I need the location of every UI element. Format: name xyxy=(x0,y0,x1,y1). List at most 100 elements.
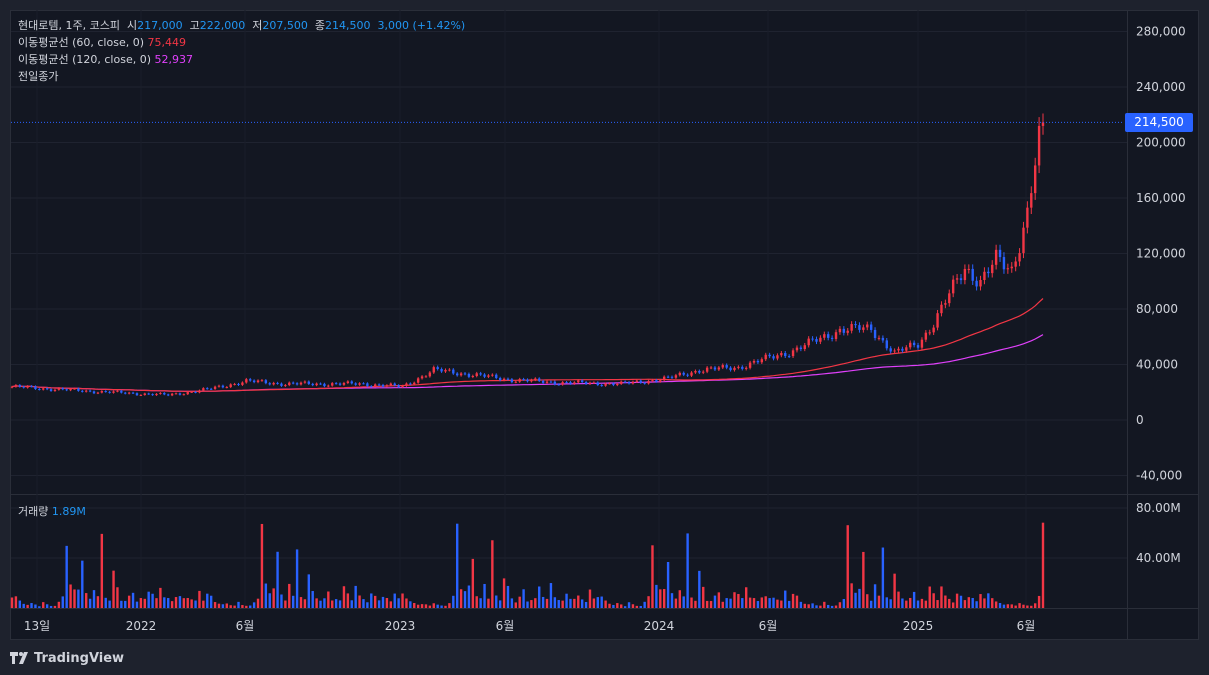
volume-bar xyxy=(385,598,389,608)
volume-bar xyxy=(131,592,135,608)
time-axis-label: 2023 xyxy=(385,619,416,633)
candle-body xyxy=(1026,207,1029,228)
volume-bar xyxy=(584,601,588,608)
candle-body xyxy=(405,383,408,386)
volume-bar xyxy=(799,601,803,608)
volume-bar xyxy=(69,584,72,608)
volume-bar xyxy=(514,602,517,608)
candle-body xyxy=(350,381,353,384)
volume-bar xyxy=(467,585,471,608)
volume-bar xyxy=(631,604,635,608)
volume-bar xyxy=(491,540,494,608)
candle-body xyxy=(752,360,756,363)
candle-body xyxy=(729,367,732,371)
volume-bar xyxy=(249,605,252,608)
volume-bar xyxy=(807,604,810,608)
volume-bar xyxy=(1002,604,1006,608)
legend-volume-label: 거래량 xyxy=(18,505,49,518)
candle-body xyxy=(139,394,143,396)
volume-bar xyxy=(319,600,322,608)
tradingview-logo[interactable]: TradingView xyxy=(10,648,124,668)
volume-bar xyxy=(760,597,764,608)
candle-body xyxy=(471,376,475,378)
candle-body xyxy=(518,379,521,382)
candle-body xyxy=(866,324,869,328)
candle-body xyxy=(631,381,635,384)
candle-body xyxy=(120,390,123,393)
volume-bar xyxy=(331,600,334,608)
candle-body xyxy=(420,376,424,379)
volume-bar xyxy=(955,593,959,608)
volume-bar xyxy=(967,597,970,608)
candle-body xyxy=(85,390,88,392)
candle-body xyxy=(573,382,576,384)
volume-bar xyxy=(885,597,888,608)
volume-bar xyxy=(600,596,603,608)
candle-body xyxy=(577,380,580,383)
volume-bar xyxy=(682,596,685,608)
legend-ma120-row[interactable]: 이동평균선 (120, close, 0) 52,937 xyxy=(18,51,193,68)
volume-bar xyxy=(905,600,908,608)
volume-bar xyxy=(803,603,806,608)
candle-body xyxy=(252,380,256,383)
legend-prev-close-row[interactable]: 전일종가 xyxy=(18,68,58,85)
volume-bar xyxy=(65,545,68,608)
volume-bar xyxy=(623,606,627,608)
candle-body xyxy=(623,381,627,383)
legend-symbol[interactable]: 현대로템, 1주, 코스피 xyxy=(18,19,120,32)
volume-bar xyxy=(354,585,357,608)
price-axis-label: 240,000 xyxy=(1136,80,1186,94)
candle-body xyxy=(331,383,334,386)
volume-bar xyxy=(901,598,904,608)
volume-bar xyxy=(768,598,771,608)
volume-bar xyxy=(983,598,986,608)
candle-body xyxy=(877,337,881,339)
candle-body xyxy=(620,381,623,384)
candle-body xyxy=(26,386,29,388)
volume-bar xyxy=(596,597,599,608)
volume-bar xyxy=(190,599,193,608)
candle-body xyxy=(49,389,53,391)
candle-body xyxy=(159,392,162,394)
legend-volume-row[interactable]: 거래량 1.89M xyxy=(18,503,86,520)
chart-panel[interactable] xyxy=(10,10,1199,640)
candle-body xyxy=(682,372,685,375)
volume-bar xyxy=(608,603,611,608)
volume-bar xyxy=(217,603,221,608)
candle-body xyxy=(96,392,100,394)
volume-bar xyxy=(659,589,662,608)
volume-bar xyxy=(260,523,264,608)
candle-body xyxy=(342,382,346,385)
volume-bar xyxy=(112,570,115,608)
volume-bar xyxy=(815,605,818,608)
volume-bar xyxy=(1022,604,1025,608)
candle-body xyxy=(846,330,849,333)
candle-body xyxy=(264,380,268,384)
candle-body xyxy=(260,380,264,382)
candle-body xyxy=(397,385,400,387)
volume-bar xyxy=(299,597,303,608)
legend-ma60-row[interactable]: 이동평균선 (60, close, 0) 75,449 xyxy=(18,34,186,51)
volume-bar xyxy=(592,598,596,608)
candle-body xyxy=(151,394,154,396)
candle-body xyxy=(502,378,506,381)
volume-bar xyxy=(135,601,139,608)
candle-body xyxy=(549,381,553,383)
volume-bar xyxy=(77,589,80,608)
volume-bar xyxy=(241,605,244,608)
volume-bar xyxy=(924,600,928,608)
volume-bar xyxy=(553,597,557,608)
candle-body xyxy=(924,332,928,340)
legend-low-value: 207,500 xyxy=(262,19,308,32)
volume-bar xyxy=(452,595,455,608)
candle-body xyxy=(791,350,795,357)
candle-body xyxy=(135,393,139,396)
volume-bar xyxy=(881,547,885,608)
candle-body xyxy=(713,367,717,370)
volume-bar xyxy=(616,603,619,608)
candle-body xyxy=(116,390,119,392)
candle-body xyxy=(948,293,951,304)
volume-bar xyxy=(381,596,385,608)
volume-bar xyxy=(627,602,631,608)
